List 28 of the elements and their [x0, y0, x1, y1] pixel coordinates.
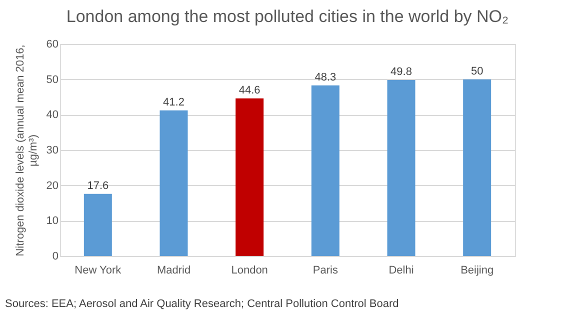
- y-tick-label: 60: [46, 38, 58, 50]
- data-label: 50: [470, 65, 484, 78]
- x-tick-label: New York: [74, 264, 122, 276]
- bar: [463, 79, 492, 256]
- data-label: 44.6: [238, 84, 260, 96]
- bar: [160, 110, 188, 256]
- x-tick-label: Madrid: [156, 264, 191, 276]
- data-label: 17.6: [87, 180, 109, 192]
- x-tick-label: Beijing: [460, 264, 494, 276]
- data-label: 41.2: [163, 96, 184, 108]
- data-label: 49.8: [390, 66, 412, 78]
- data-label: 48.3: [314, 71, 336, 84]
- y-tick-label: 20: [46, 180, 58, 192]
- x-tick-label: Paris: [312, 264, 338, 276]
- y-tick-label: 30: [46, 144, 58, 156]
- bar: [236, 98, 264, 256]
- bar: [311, 85, 340, 256]
- y-tick-label: 50: [46, 74, 58, 86]
- chart-title: London among the most polluted cities in the world by NO₂: [66, 7, 509, 26]
- x-tick-label: London: [231, 264, 268, 276]
- y-tick-label: 0: [52, 250, 58, 262]
- source-note: Sources: EEA; Aerosol and Air Quality Research; Central Pollution Control Board: [5, 298, 399, 310]
- bar: [84, 194, 112, 256]
- y-axis-title: Nitrogen dioxide levels (annual mean 2016, µg/m³): [14, 44, 40, 256]
- y-tick-label: 10: [46, 215, 58, 228]
- x-tick-label: Delhi: [388, 264, 414, 276]
- bar: [387, 80, 416, 256]
- y-tick-label: 40: [46, 109, 58, 122]
